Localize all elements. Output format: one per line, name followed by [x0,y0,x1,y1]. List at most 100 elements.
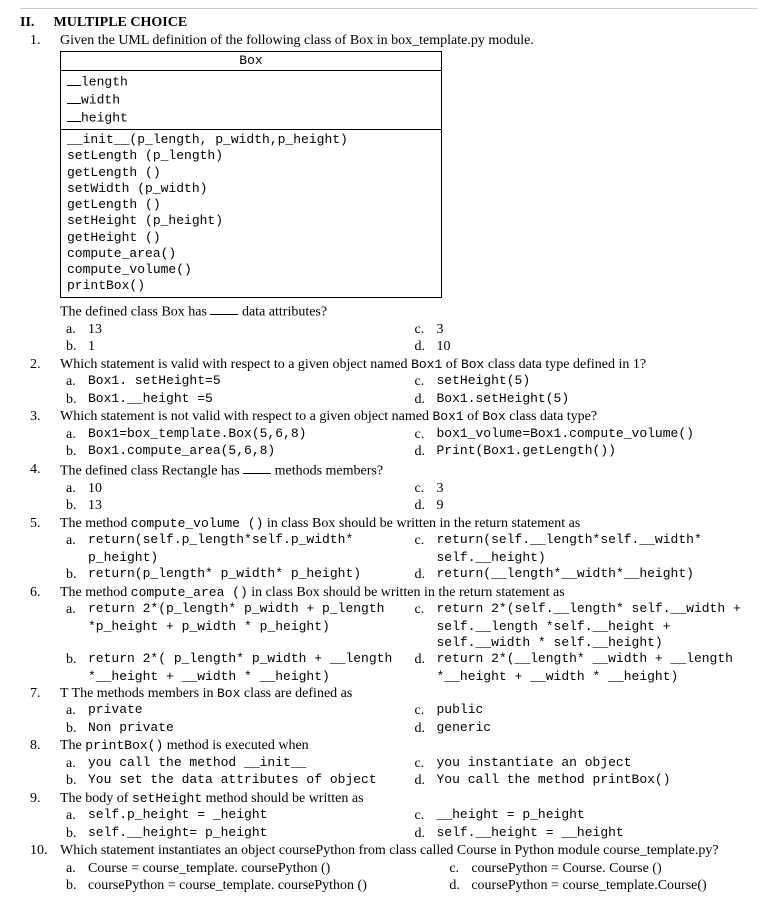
q6-d2: *__height + __width * __height) [437,669,758,685]
opt-letter: c. [409,601,437,619]
question-9: 9. The body of setHeight method should b… [20,790,757,843]
q1-d: 10 [437,338,758,356]
q9-prompt: The body of setHeight method should be w… [60,790,757,808]
q7-prompt: T The methods members in Box class are d… [60,685,757,703]
opt-letter: b. [60,825,88,843]
q7-code: Box [217,686,240,701]
uml-title: Box [61,52,441,71]
opt-letter: a. [60,426,88,444]
opt-letter: c. [409,807,437,825]
q8-post: method is executed when [163,738,308,753]
q9-a: self.p_height = _height [88,807,409,825]
q2-prompt-pre: Which statement is valid with respect to… [60,357,411,372]
q5-prompt: The method compute_volume () in class Bo… [60,515,757,533]
q5-pre: The method [60,516,131,531]
opt-letter: b. [60,720,88,738]
q6-c1: return 2*(self.__length* self.__width + [437,601,758,619]
opt-letter: c. [443,860,471,878]
uml-attr: height [81,111,128,126]
q2-mid: of [442,357,461,372]
q9-b: self.__height= p_height [88,825,409,843]
q6-post: in class Box should be written in the re… [248,585,565,600]
q6-a2: *p_height + p_width * p_height) [88,619,409,635]
q6-b1: return 2*( p_length* p_width + __length [88,651,409,669]
q6-b2: *__height + __width * __height) [88,669,409,685]
opt-letter: c. [409,426,437,444]
q2-a: Box1. setHeight=5 [88,373,409,391]
q2-d: Box1.setHeight(5) [437,391,758,409]
q1-stem-post: data attributes? [238,304,327,319]
q10-num: 10. [20,842,60,895]
opt-letter: d. [409,391,437,409]
q5-d: return(__length*__width*__height) [437,566,758,584]
q4-num: 4. [20,461,60,515]
q5-a2: p_height) [88,550,409,566]
q2-c: setHeight(5) [437,373,758,391]
uml-method: printBox() [67,278,435,294]
q3-a: Box1=box_template.Box(5,6,8) [88,426,409,444]
q10-c: coursePython = Course. Course () [471,860,757,878]
opt-letter: a. [60,601,88,619]
q3-prompt-pre: Which statement is not valid with respec… [60,409,432,424]
opt-letter: d. [409,772,437,790]
q8-c: you instantiate an object [437,755,758,773]
q6-a1: return 2*(p_length* p_width + p_length [88,601,409,619]
q6-pre: The method [60,585,131,600]
opt-letter: a. [60,702,88,720]
opt-letter: a. [60,532,88,550]
q10-prompt: Which statement instantiates an object c… [60,842,757,860]
q1-c: 3 [437,321,758,339]
q5-c1: return(self.__length*self.__width* [437,532,758,550]
q7-post: class are defined as [240,686,352,701]
opt-letter: c. [409,373,437,391]
question-4: 4. The defined class Rectangle has metho… [20,461,757,515]
q6-prompt: The method compute_area () in class Box … [60,584,757,602]
q7-a: private [88,702,409,720]
q3-num: 3. [20,408,60,461]
uml-methods: __init__(p_length, p_width,p_height) set… [61,130,441,297]
uml-method: setHeight (p_height) [67,213,435,229]
q8-a: you call the method __init__ [88,755,409,773]
section-header: II. MULTIPLE CHOICE [20,14,757,32]
question-10: 10. Which statement instantiates an obje… [20,842,757,895]
q3-cls: Box [482,409,505,424]
q6-c2: self.__length *self.__height + [437,619,758,635]
q2-b: Box1.__height =5 [88,391,409,409]
opt-letter: b. [60,772,88,790]
q6-num: 6. [20,584,60,685]
q2-obj: Box1 [411,357,442,372]
q2-prompt: Which statement is valid with respect to… [60,356,757,374]
q4-stem-post: methods members? [271,463,383,478]
q3-post: class data type? [506,409,597,424]
opt-letter: d. [443,877,471,895]
q6-c3: self.__width * self.__height) [437,635,758,651]
opt-letter: d. [409,720,437,738]
q4-stem-pre: The defined class Rectangle has [60,463,243,478]
uml-method: compute_area() [67,246,435,262]
q9-code: setHeight [132,791,202,806]
q4-b: 13 [88,497,409,515]
q7-b: Non private [88,720,409,738]
q3-obj: Box1 [432,409,463,424]
q8-code: printBox() [85,738,163,753]
q8-b: You set the data attributes of object [88,772,409,790]
question-6: 6. The method compute_area () in class B… [20,584,757,685]
q9-num: 9. [20,790,60,843]
q7-c: public [437,702,758,720]
uml-attributes: length width height [61,71,441,130]
q8-prompt: The printBox() method is executed when [60,737,757,755]
question-1: 1. Given the UML definition of the follo… [20,32,757,356]
q1-prompt: Given the UML definition of the followin… [60,32,757,50]
q6-d1: return 2*(__length* __width + __length [437,651,758,669]
q5-b: return(p_length* p_width* p_height) [88,566,409,584]
q7-num: 7. [20,685,60,738]
q9-c: __height = p_height [437,807,758,825]
q9-d: self.__height = __height [437,825,758,843]
opt-letter: a. [60,860,88,878]
opt-letter: c. [409,321,437,339]
q10-d: coursePython = course_template.Course() [471,877,757,895]
q6-code: compute_area () [131,585,248,600]
question-8: 8. The printBox() method is executed whe… [20,737,757,790]
q1-stem: The defined class Box has data attribute… [60,302,757,321]
uml-method: setWidth (p_width) [67,181,435,197]
